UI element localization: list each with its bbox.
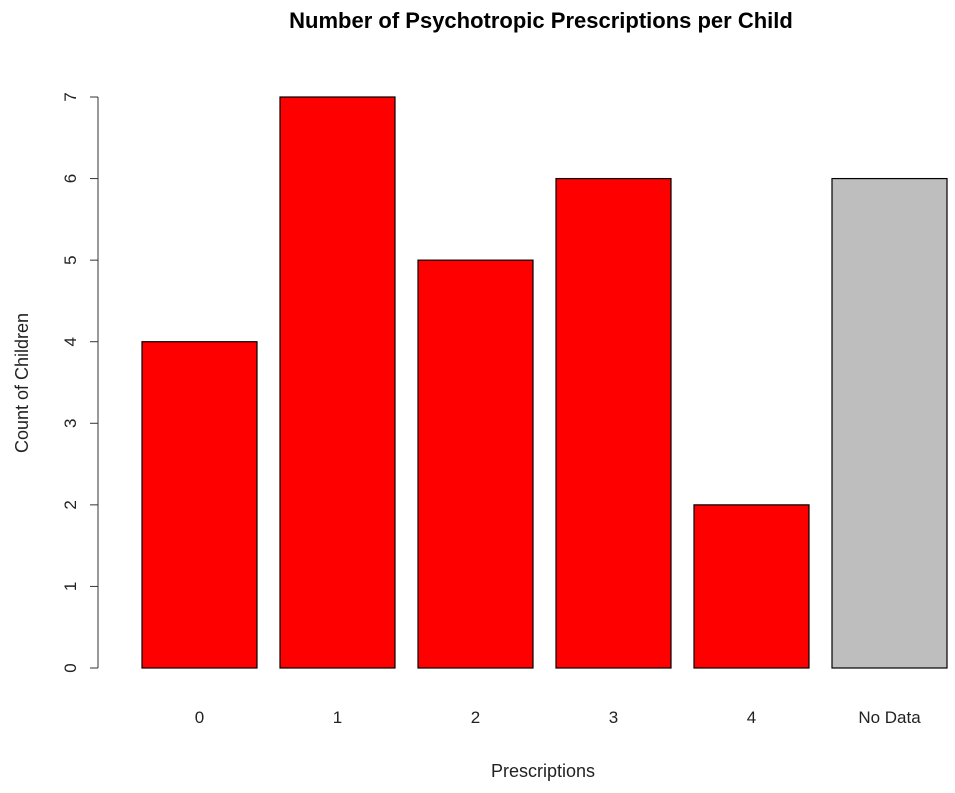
bar-no-data: [831, 177, 948, 669]
x-tick-label: 1: [333, 708, 342, 727]
bar-4: [693, 504, 810, 669]
bar-3: [555, 177, 672, 669]
y-tick-label: 5: [61, 255, 80, 264]
chart-title: Number of Psychotropic Prescriptions per…: [289, 8, 793, 33]
bars-group: [141, 96, 948, 669]
x-tick-label: 4: [747, 708, 756, 727]
y-tick-label: 2: [61, 500, 80, 509]
bar-1: [279, 96, 396, 669]
x-tick-label: 0: [195, 708, 204, 727]
x-tick-label: 3: [609, 708, 618, 727]
y-axis: 0 1 2 3 4 5 6 7: [61, 92, 99, 673]
y-tick-label: 7: [61, 92, 80, 101]
y-tick-label: 1: [61, 582, 80, 591]
bar-2: [417, 259, 534, 669]
x-tick-label: 2: [471, 708, 480, 727]
bar-0: [141, 341, 258, 669]
x-tick-label: No Data: [858, 708, 921, 727]
y-tick-label: 0: [61, 663, 80, 672]
x-tick-labels: 0 1 2 3 4 No Data: [195, 708, 921, 727]
y-axis-label: Count of Children: [12, 313, 32, 453]
x-axis-label: Prescriptions: [491, 761, 595, 781]
y-tick-label: 6: [61, 174, 80, 183]
y-tick-label: 3: [61, 419, 80, 428]
y-tick-label: 4: [61, 337, 80, 346]
